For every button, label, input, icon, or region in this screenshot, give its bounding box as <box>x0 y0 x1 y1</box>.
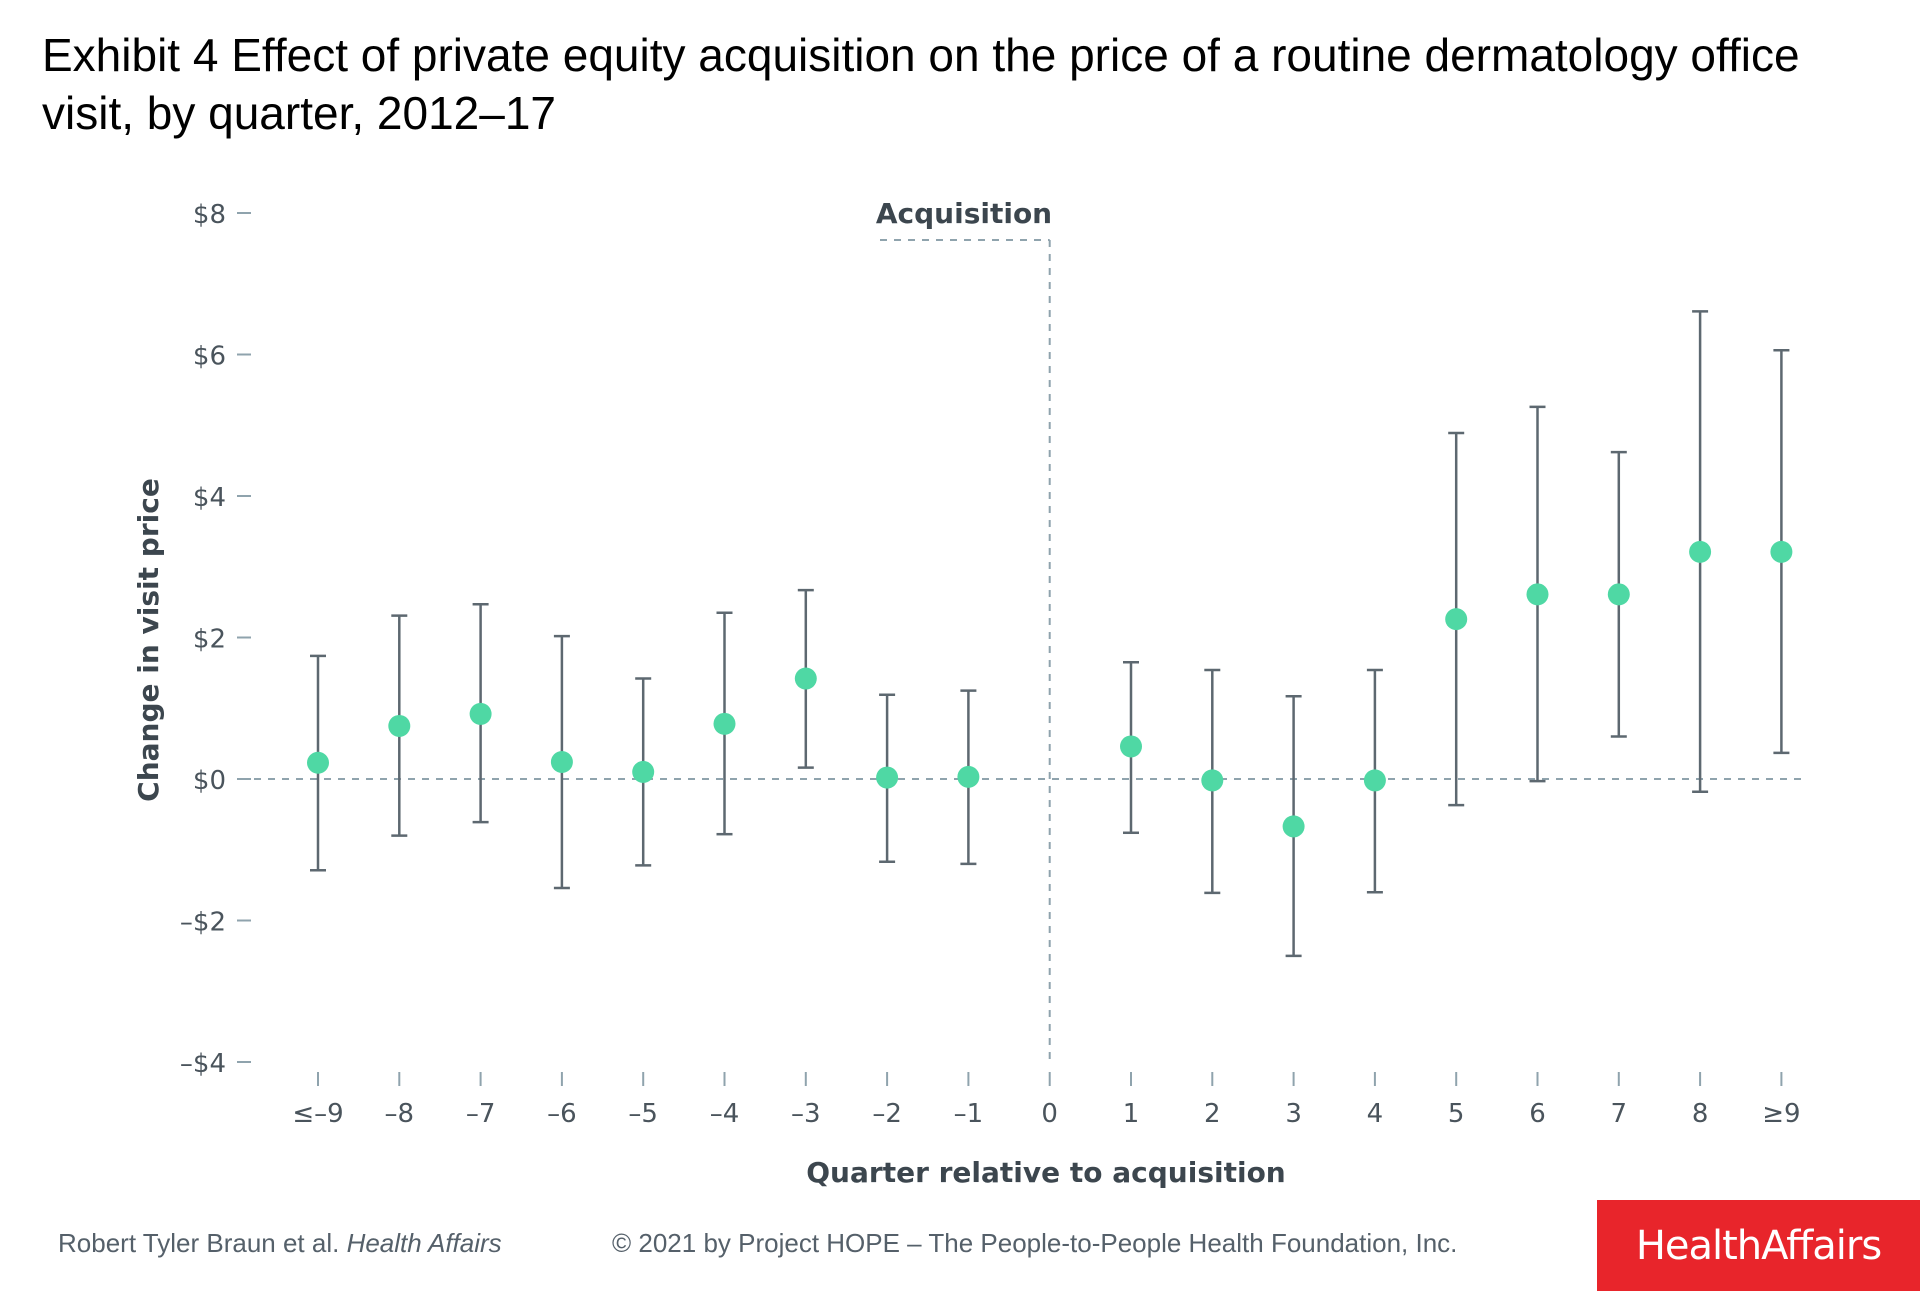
x-tick-label: 7 <box>1611 1099 1628 1129</box>
x-tick-label: 5 <box>1448 1099 1465 1129</box>
copyright-notice: © 2021 by Project HOPE – The People-to-P… <box>612 1228 1458 1258</box>
data-point <box>1689 540 1712 563</box>
data-point <box>388 714 411 737</box>
y-axis-label: Change in visit price <box>132 478 165 802</box>
x-tick-label: 3 <box>1285 1099 1302 1129</box>
y-tick-label: $4 <box>193 483 226 513</box>
y-tick-label: $2 <box>193 625 226 655</box>
data-point <box>794 667 817 690</box>
x-tick-label: 8 <box>1692 1099 1709 1129</box>
data-point <box>550 751 573 774</box>
health-affairs-logo: HealthAffairs <box>1597 1200 1920 1291</box>
data-point <box>1282 815 1305 838</box>
data-point <box>1201 769 1224 792</box>
x-tick-label: 0 <box>1041 1099 1058 1129</box>
data-marks <box>307 310 1793 958</box>
x-tick-label: ≤–9 <box>292 1099 343 1129</box>
data-point <box>307 751 329 774</box>
data-point <box>632 760 655 783</box>
x-tick-label: 1 <box>1123 1099 1140 1129</box>
x-tick-label: –1 <box>954 1099 984 1129</box>
x-axis: ≤–9 –8 –7 –6 –5 –4 –3 –2 –1 0 1 2 3 4 5 6 7 8 ≥9 <box>292 1072 1801 1129</box>
attribution-journal: Health Affairs <box>346 1228 502 1258</box>
x-axis-label: Quarter relative to acquisition <box>806 1156 1286 1189</box>
y-tick-label: $0 <box>193 766 226 796</box>
acquisition-annotation: Acquisition <box>876 197 1052 230</box>
x-tick-label: –5 <box>628 1099 658 1129</box>
x-tick-label: 6 <box>1529 1099 1546 1129</box>
x-tick-label: 2 <box>1204 1099 1221 1129</box>
x-tick-label: –6 <box>547 1099 577 1129</box>
data-point <box>1445 608 1468 631</box>
x-tick-label: –8 <box>385 1099 415 1129</box>
x-tick-label: –2 <box>872 1099 902 1129</box>
x-tick-label: ≥9 <box>1762 1099 1800 1129</box>
data-point <box>469 702 492 725</box>
data-point <box>1770 540 1793 563</box>
y-tick-label: –$4 <box>180 1049 226 1079</box>
x-tick-label: –7 <box>466 1099 496 1129</box>
data-point <box>876 766 899 789</box>
data-point <box>713 712 736 735</box>
y-tick-label: $8 <box>193 200 226 230</box>
chart-title: Exhibit 4 Effect of private equity acqui… <box>42 29 1800 139</box>
y-axis: $8 $6 $4 $2 $0 –$2 –$4 <box>180 200 251 1079</box>
x-tick-label: –4 <box>710 1099 740 1129</box>
data-point <box>1607 583 1630 606</box>
x-tick-label: –3 <box>791 1099 821 1129</box>
attribution: Robert Tyler Braun et al. Health Affairs <box>58 1228 502 1259</box>
y-tick-label: –$2 <box>180 908 226 938</box>
attribution-authors: Robert Tyler Braun et al. <box>58 1228 340 1258</box>
y-tick-label: $6 <box>193 342 226 372</box>
data-point <box>1120 735 1142 758</box>
data-point <box>957 765 980 788</box>
x-tick-label: 4 <box>1367 1099 1384 1129</box>
data-point <box>1526 583 1549 606</box>
data-point <box>1363 769 1386 792</box>
guide-lines <box>240 239 1808 1062</box>
